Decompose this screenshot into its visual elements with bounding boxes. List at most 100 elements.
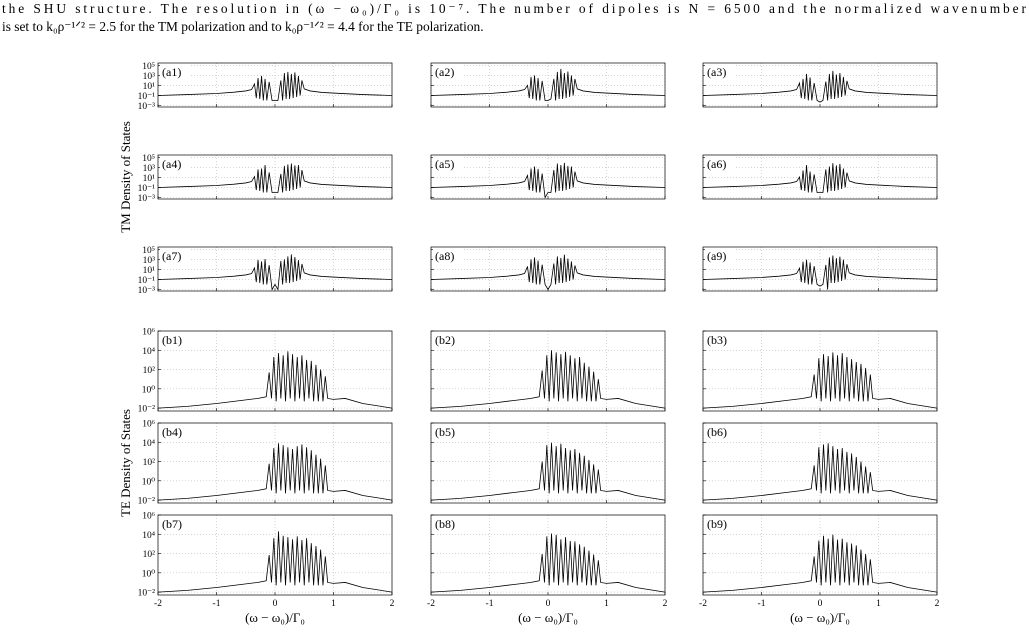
panel-label-bg bbox=[705, 249, 735, 264]
y-tick-label: 10⁻³ bbox=[138, 194, 156, 204]
dos-line bbox=[703, 255, 937, 290]
y-tick-label: 10⁴ bbox=[142, 439, 156, 449]
y-tick-label: 10¹ bbox=[143, 266, 156, 276]
y-tick-label: 10⁻² bbox=[138, 589, 156, 599]
panel-label-bg bbox=[160, 249, 190, 264]
panel-label: (a2) bbox=[435, 65, 454, 79]
panel-label: (a5) bbox=[435, 157, 454, 171]
dos-line bbox=[158, 71, 392, 101]
y-tick-label: 10⁶ bbox=[142, 420, 155, 430]
panel-label: (a3) bbox=[707, 65, 726, 79]
y-tick-label: 10⁶ bbox=[142, 512, 155, 522]
x-tick-label: -1 bbox=[758, 599, 766, 609]
y-tick-label: 10⁵ bbox=[142, 62, 155, 72]
axes-frame bbox=[157, 246, 393, 292]
y-tick-label: 10² bbox=[143, 366, 156, 376]
panel: 10⁻² 10⁰ 10² 10⁴ 10⁶ (b4) bbox=[138, 420, 393, 507]
y-tick-label: 10³ bbox=[143, 256, 156, 266]
x-tick-label: 2 bbox=[935, 599, 940, 609]
panel: (a2) bbox=[430, 62, 666, 108]
panel-label: (b3) bbox=[707, 333, 727, 347]
y-axis-label: TE Density of States bbox=[118, 409, 133, 517]
axes-frame bbox=[702, 154, 938, 200]
dos-line bbox=[703, 163, 937, 193]
y-tick-label: 10⁻³ bbox=[138, 286, 156, 296]
dos-line bbox=[158, 351, 392, 409]
panel-label: (a9) bbox=[707, 249, 726, 263]
y-tick-label: 10³ bbox=[143, 164, 156, 174]
dos-line bbox=[703, 70, 937, 103]
x-tick-label: -2 bbox=[699, 599, 707, 609]
panel-label-bg bbox=[160, 425, 190, 440]
panel: (a3) bbox=[702, 62, 938, 108]
y-tick-label: 10⁰ bbox=[142, 385, 156, 395]
y-tick-label: 10⁶ bbox=[142, 328, 155, 338]
y-tick-label: 10² bbox=[143, 550, 156, 560]
y-tick-label: 10⁵ bbox=[142, 154, 155, 164]
axes-frame bbox=[430, 154, 666, 200]
x-tick-label: 1 bbox=[876, 599, 881, 609]
x-axis-label: (ω − ω₀)/Γ₀ bbox=[790, 610, 850, 625]
panel-label: (a1) bbox=[162, 65, 181, 79]
axes-frame bbox=[702, 514, 938, 596]
x-tick-label: -1 bbox=[486, 599, 494, 609]
panel: (b3) bbox=[702, 330, 938, 412]
dos-line bbox=[703, 534, 937, 593]
dos-line bbox=[703, 352, 937, 409]
x-tick-label: -2 bbox=[154, 599, 162, 609]
axes-frame bbox=[430, 246, 666, 292]
dos-line bbox=[703, 443, 937, 501]
panel: (a9) bbox=[702, 246, 938, 292]
axes-frame bbox=[702, 330, 938, 412]
y-tick-label: 10⁴ bbox=[142, 347, 156, 357]
y-tick-label: 10⁻¹ bbox=[138, 184, 156, 194]
axes-frame bbox=[157, 514, 393, 596]
panel-label-bg bbox=[433, 249, 463, 264]
y-tick-label: 10² bbox=[143, 458, 156, 468]
panel-label-bg bbox=[160, 157, 190, 172]
axes-frame bbox=[702, 62, 938, 108]
axes-frame bbox=[430, 422, 666, 504]
axes-frame bbox=[157, 154, 393, 200]
panel: (b5) bbox=[430, 422, 666, 504]
panel-label: (b5) bbox=[435, 425, 455, 439]
panel-label-bg bbox=[705, 65, 735, 80]
panel-label: (a7) bbox=[162, 249, 181, 263]
axes-frame bbox=[157, 62, 393, 108]
panel-label-bg bbox=[160, 333, 190, 348]
y-tick-label: 10⁻² bbox=[138, 497, 156, 507]
panel-label-bg bbox=[433, 333, 463, 348]
x-tick-label: 1 bbox=[331, 599, 336, 609]
panel-label: (a8) bbox=[435, 249, 454, 263]
x-axis-label: (ω − ω₀)/Γ₀ bbox=[245, 610, 305, 625]
panel: (b2) bbox=[430, 330, 666, 412]
panel-label: (b1) bbox=[162, 333, 182, 347]
panel: 10⁻² 10⁰ 10² 10⁴ 10⁶ (b7) bbox=[138, 512, 393, 599]
panel-label-bg bbox=[705, 157, 735, 172]
x-axis-label: (ω − ω₀)/Γ₀ bbox=[518, 610, 578, 625]
x-tick-label: 0 bbox=[818, 599, 823, 609]
x-tick-label: 0 bbox=[273, 599, 278, 609]
panel-label: (b7) bbox=[162, 517, 182, 531]
y-tick-label: 10¹ bbox=[143, 82, 156, 92]
dos-line bbox=[158, 443, 392, 501]
dos-line bbox=[431, 162, 665, 199]
dos-line bbox=[158, 531, 392, 593]
x-tick-label: 2 bbox=[390, 599, 395, 609]
panel-label: (b2) bbox=[435, 333, 455, 347]
y-axis-label: TM Density of States bbox=[118, 121, 133, 233]
axes-frame bbox=[430, 330, 666, 412]
panel-label-bg bbox=[433, 157, 463, 172]
y-tick-label: 10⁻² bbox=[138, 405, 156, 415]
axes-frame bbox=[430, 62, 666, 108]
axes-frame bbox=[702, 246, 938, 292]
dos-line bbox=[158, 163, 392, 193]
panel-label: (a4) bbox=[162, 157, 181, 171]
panel-label-bg bbox=[433, 517, 463, 532]
panel-label-bg bbox=[705, 333, 735, 348]
caption-line: is set to k₀ρ⁻¹ᐟ² = 2.5 for the TM polar… bbox=[2, 19, 484, 34]
y-tick-label: 10⁰ bbox=[142, 477, 156, 487]
